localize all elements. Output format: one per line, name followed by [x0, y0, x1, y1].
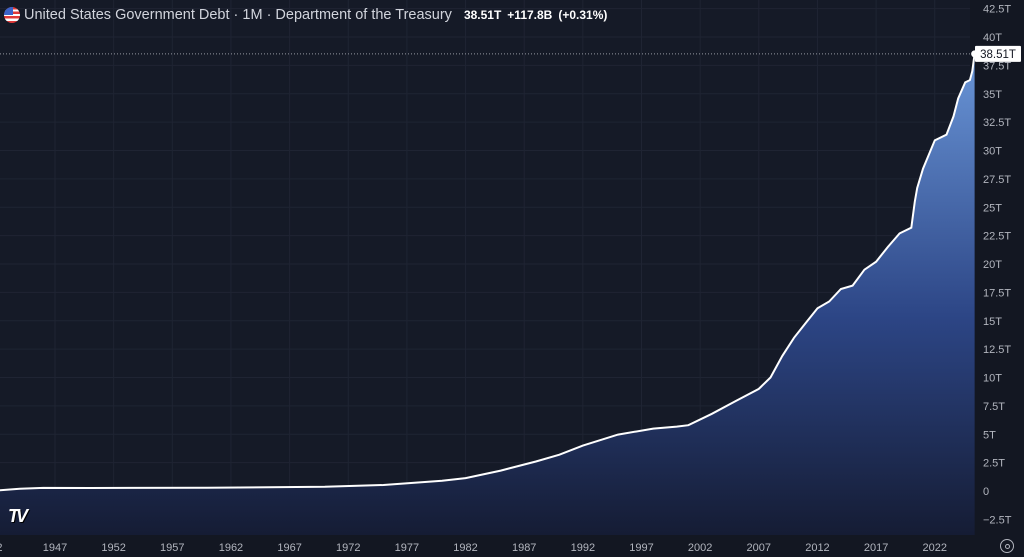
x-tick-label: 1967	[277, 542, 301, 554]
x-tick-label: 1962	[219, 542, 243, 554]
change-value: +117.8B	[507, 8, 553, 22]
series-line	[0, 53, 976, 492]
y-tick-label: 20T	[983, 259, 1002, 271]
x-tick-label: 2022	[923, 542, 947, 554]
change-percent: (+0.31%)	[558, 8, 608, 22]
area-fill	[0, 53, 975, 535]
x-tick-label: 1977	[395, 542, 419, 554]
x-tick-label: 1957	[160, 542, 184, 554]
x-tick-label: 2002	[688, 542, 712, 554]
series-title[interactable]: United States Government Debt · 1M · Dep…	[24, 7, 452, 23]
y-tick-label: 42.5T	[983, 4, 1011, 16]
x-tick-label: 1987	[512, 542, 536, 554]
x-tick-label: 2007	[747, 542, 771, 554]
y-tick-label: 37.5T	[983, 60, 1011, 72]
y-tick-label: 22.5T	[983, 231, 1011, 243]
price-label: 38.51T	[980, 49, 1016, 61]
price-label-box	[975, 45, 1021, 62]
y-tick-label: 12.5T	[983, 344, 1011, 356]
last-value: 38.51T	[463, 8, 502, 22]
y-tick-label: 35T	[983, 89, 1002, 101]
y-tick-label: 10T	[983, 373, 1002, 385]
y-tick-label: 27.5T	[983, 174, 1011, 186]
x-tick-label: 1992	[571, 542, 595, 554]
y-tick-label: 17.5T	[983, 287, 1011, 299]
tradingview-logo-icon[interactable]: TV	[8, 506, 28, 526]
y-tick-label: 5T	[983, 429, 996, 441]
x-tick-label: 1947	[43, 542, 67, 554]
x-tick-label: 1982	[453, 542, 477, 554]
x-tick-label: 1972	[336, 542, 360, 554]
y-tick-label: 15T	[983, 316, 1002, 328]
x-tick-label: 2017	[864, 542, 888, 554]
y-tick-label: 7.5T	[983, 401, 1005, 413]
x-tick-label: 2012	[805, 542, 829, 554]
y-tick-label: −2.5T	[983, 514, 1012, 526]
y-tick-label: 2.5T	[983, 458, 1005, 470]
y-tick-label: 0	[983, 486, 989, 498]
y-tick-label: 32.5T	[983, 117, 1011, 129]
x-tick-label: 1952	[101, 542, 125, 554]
x-tick-label: 1997	[629, 542, 653, 554]
chart-legend: United States Government Debt · 1M · Dep…	[4, 7, 607, 23]
settings-icon[interactable]	[1000, 539, 1014, 553]
y-tick-label: 40T	[983, 32, 1002, 44]
x-tick-label: 42	[0, 542, 2, 554]
us-flag-icon	[4, 7, 20, 23]
y-tick-label: 30T	[983, 146, 1002, 158]
y-tick-label: 25T	[983, 202, 1002, 214]
